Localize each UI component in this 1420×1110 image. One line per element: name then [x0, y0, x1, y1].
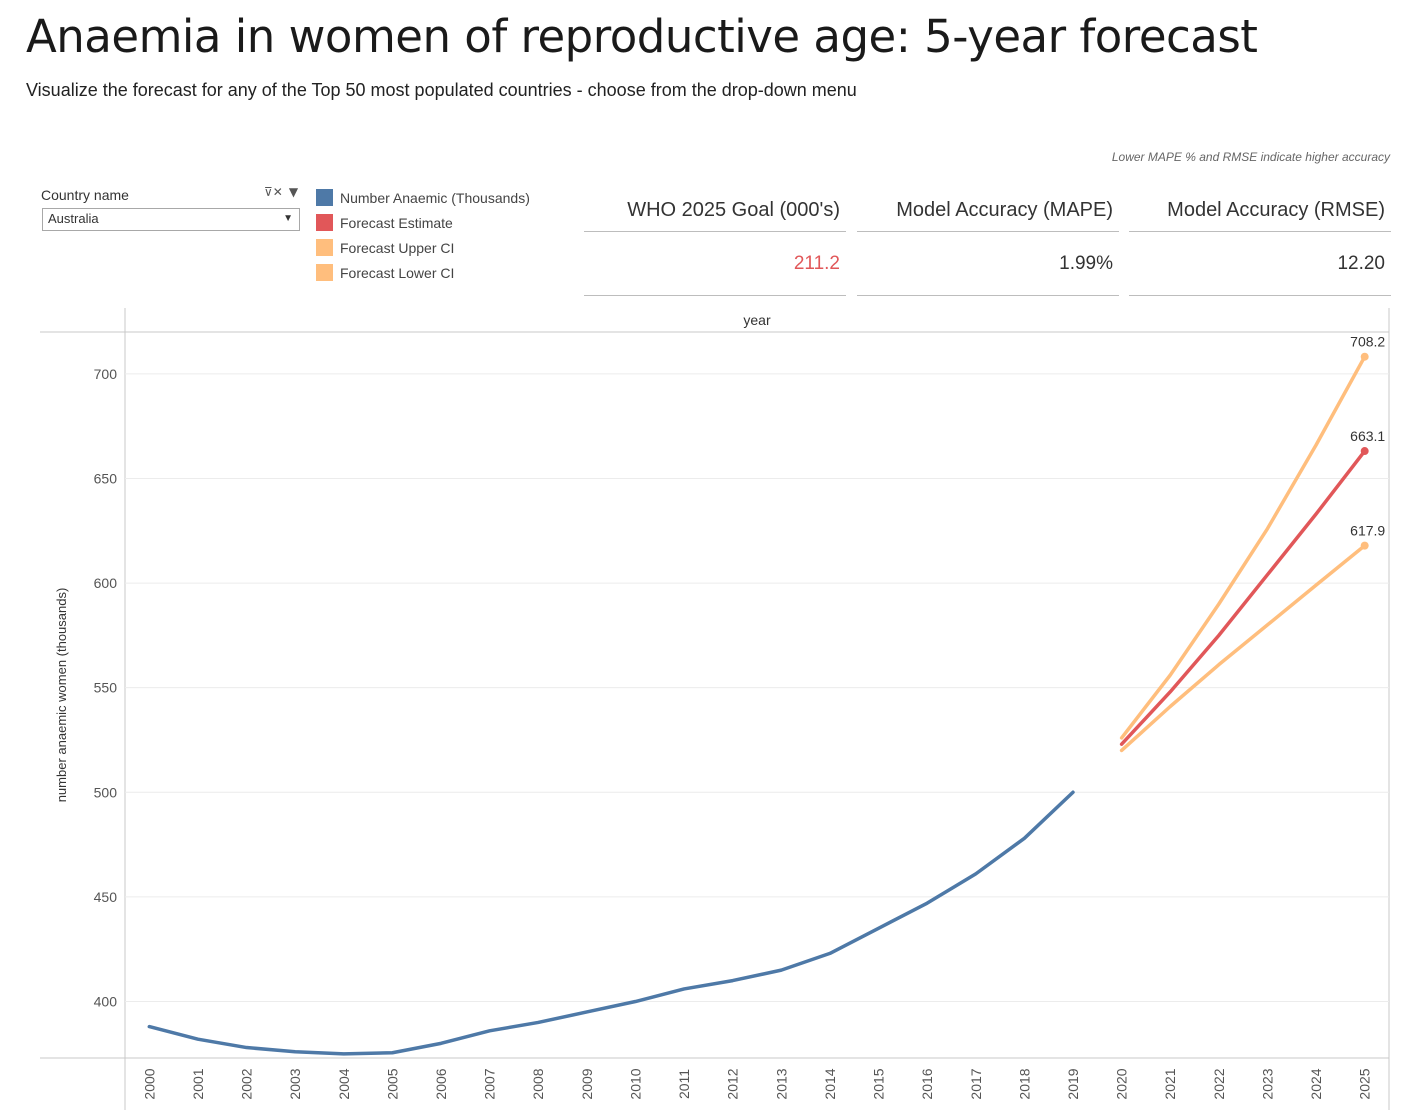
- x-tick-label: 2017: [968, 1068, 984, 1099]
- y-tick-label: 550: [94, 680, 118, 696]
- series-line: [147, 790, 1075, 1056]
- series-line: [1119, 543, 1367, 753]
- x-tick-label: 2006: [433, 1068, 449, 1099]
- legend-swatch: [316, 189, 333, 206]
- filter-controls: ⊽✕ ▼: [264, 185, 298, 199]
- y-tick-label: 400: [94, 994, 118, 1010]
- legend-label: Forecast Lower CI: [340, 264, 455, 281]
- x-tick-label: 2014: [822, 1068, 838, 1099]
- x-tick-label: 2001: [190, 1068, 206, 1099]
- accuracy-note: Lower MAPE % and RMSE indicate higher ac…: [1111, 150, 1390, 164]
- country-dropdown-value: Australia: [48, 211, 99, 226]
- x-tick-label: 2025: [1357, 1068, 1373, 1099]
- data-label: 663.1: [1350, 428, 1385, 444]
- series-line: [1119, 449, 1367, 746]
- x-tick-label: 2024: [1308, 1068, 1324, 1099]
- x-tick-label: 2010: [627, 1068, 643, 1099]
- x-tick-label: 2019: [1065, 1068, 1081, 1099]
- chart-legend: Number Anaemic (Thousands) Forecast Esti…: [316, 185, 530, 285]
- legend-label: Forecast Estimate: [340, 214, 453, 231]
- end-point: [1360, 352, 1369, 361]
- kpi-label: Model Accuracy (RMSE): [1129, 190, 1391, 232]
- x-tick-label: 2023: [1259, 1068, 1275, 1099]
- legend-swatch: [316, 214, 333, 231]
- series-line: [1119, 354, 1367, 740]
- x-tick-label: 2020: [1114, 1068, 1130, 1099]
- x-tick-label: 2015: [871, 1068, 887, 1099]
- forecast-line-chart: year 400 450 500 550 600 650 700 number anaemic …: [40, 308, 1390, 1110]
- x-tick-label: 2005: [384, 1068, 400, 1099]
- country-filter-label: Country name: [41, 187, 129, 203]
- data-label: 708.2: [1350, 334, 1385, 350]
- x-tick-label: 2004: [336, 1068, 352, 1099]
- x-tick-label: 2016: [919, 1068, 935, 1099]
- filter-clear-icon[interactable]: ⊽✕: [264, 185, 283, 199]
- x-tick-label: 2000: [141, 1068, 157, 1099]
- legend-swatch: [316, 264, 333, 281]
- x-tick-label: 2018: [1016, 1068, 1032, 1099]
- x-tick-label: 2022: [1211, 1068, 1227, 1099]
- kpi-value: 1.99%: [857, 232, 1119, 296]
- legend-item[interactable]: Forecast Lower CI: [316, 260, 530, 285]
- end-point: [1360, 447, 1369, 456]
- x-tick-label: 2009: [579, 1068, 595, 1099]
- x-tick-label: 2011: [676, 1069, 692, 1099]
- legend-item[interactable]: Forecast Upper CI: [316, 235, 530, 260]
- y-tick-label: 700: [94, 366, 118, 382]
- kpi-label: Model Accuracy (MAPE): [857, 190, 1119, 232]
- x-tick-label: 2021: [1162, 1068, 1178, 1099]
- kpi-who-goal: WHO 2025 Goal (000's) 211.2: [584, 190, 846, 297]
- kpi-rmse: Model Accuracy (RMSE) 12.20: [1129, 190, 1391, 297]
- legend-label: Number Anaemic (Thousands): [340, 189, 530, 206]
- y-tick-label: 650: [94, 470, 118, 486]
- kpi-label: WHO 2025 Goal (000's): [584, 190, 846, 232]
- dropdown-arrow-icon: ▼: [283, 213, 293, 224]
- end-point: [1360, 541, 1369, 550]
- legend-item[interactable]: Forecast Estimate: [316, 210, 530, 235]
- legend-swatch: [316, 239, 333, 256]
- kpi-value: 211.2: [584, 232, 846, 296]
- kpi-value: 12.20: [1129, 232, 1391, 296]
- page-title: Anaemia in women of reproductive age: 5-…: [26, 10, 1258, 63]
- caret-down-icon[interactable]: ▼: [288, 185, 299, 199]
- country-dropdown[interactable]: Australia ▼: [42, 208, 300, 231]
- y-tick-label: 450: [94, 889, 118, 905]
- y-axis-title: number anaemic women (thousands): [54, 588, 69, 803]
- page-subtitle: Visualize the forecast for any of the To…: [26, 80, 857, 100]
- x-axis-title: year: [743, 312, 771, 328]
- x-tick-label: 2012: [725, 1068, 741, 1099]
- x-tick-label: 2002: [239, 1068, 255, 1099]
- x-tick-label: 2013: [773, 1068, 789, 1099]
- x-tick-label: 2003: [287, 1068, 303, 1099]
- x-tick-label: 2007: [482, 1068, 498, 1099]
- legend-item[interactable]: Number Anaemic (Thousands): [316, 185, 530, 210]
- legend-label: Forecast Upper CI: [340, 239, 455, 256]
- y-tick-label: 600: [94, 575, 118, 591]
- x-tick-label: 2008: [530, 1068, 546, 1099]
- kpi-mape: Model Accuracy (MAPE) 1.99%: [857, 190, 1119, 297]
- data-label: 617.9: [1350, 523, 1385, 539]
- y-tick-label: 500: [94, 784, 118, 800]
